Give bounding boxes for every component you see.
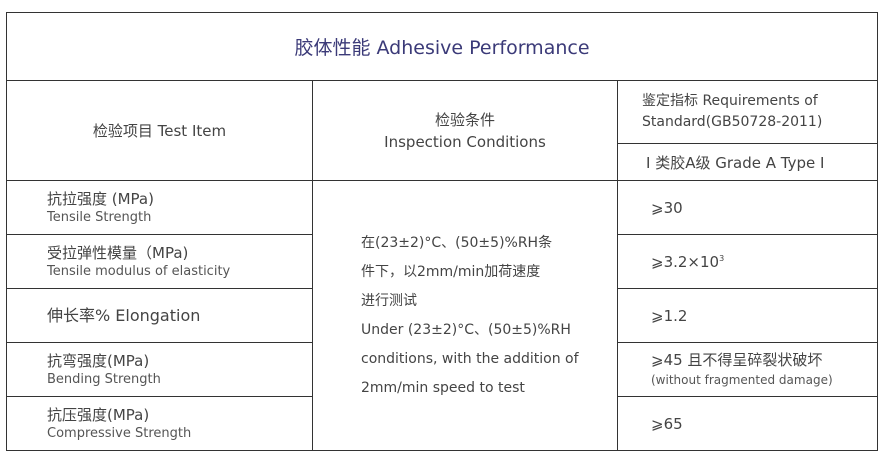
item-zh: 抗弯强度(MPa) xyxy=(47,351,150,370)
item-zh: 抗压强度(MPa) xyxy=(47,405,150,424)
value-note: (without fragmented damage) xyxy=(651,372,833,387)
value-base: ⩾3.2×10 xyxy=(651,252,720,271)
header-conditions: 检验条件 Inspection Conditions xyxy=(312,80,618,181)
item-en: Compressive Strength xyxy=(47,425,192,441)
item-zh: 抗拉强度 (MPa) xyxy=(47,189,154,208)
value-text: ⩾30 xyxy=(651,198,683,217)
item-zh: 伸长率% Elongation xyxy=(47,305,201,325)
header-test-item-text: 检验项目 Test Item xyxy=(92,121,227,140)
conditions-cell: 在(23±2)°C、(50±5)%RH条 件下，以2mm/min加荷速度 进行测… xyxy=(312,180,618,451)
header-conditions-en: Inspection Conditions xyxy=(384,132,546,151)
conditions-line: 进行测试 xyxy=(361,292,417,309)
table-title: 胶体性能 Adhesive Performance xyxy=(6,12,878,81)
row-value: ⩾65 xyxy=(617,396,878,451)
row-value: ⩾1.2 xyxy=(617,288,878,343)
header-standard: 鉴定指标 Requirements of Standard(GB50728-201… xyxy=(617,80,878,144)
value-text: ⩾3.2×103 xyxy=(651,253,877,271)
item-en: Tensile Strength xyxy=(47,209,152,225)
header-grade: Ⅰ 类胶A级 Grade A Type I xyxy=(617,143,878,181)
row-item: 抗压强度(MPa) Compressive Strength xyxy=(6,396,313,451)
row-value: ⩾3.2×103 xyxy=(617,234,878,289)
row-value: ⩾45 且不得呈碎裂状破坏 (without fragmented damage) xyxy=(617,342,878,397)
conditions-line: 件下，以2mm/min加荷速度 xyxy=(361,263,541,280)
row-value: ⩾30 xyxy=(617,180,878,235)
conditions-line: 在(23±2)°C、(50±5)%RH条 xyxy=(361,234,553,251)
item-en: Tensile modulus of elasticity xyxy=(47,263,231,279)
row-item: 伸长率% Elongation xyxy=(6,288,313,343)
header-test-item: 检验项目 Test Item xyxy=(6,80,313,181)
item-zh: 受拉弹性模量（MPa) xyxy=(47,243,189,262)
conditions-line: Under (23±2)°C、(50±5)%RH xyxy=(361,321,571,338)
header-standard-line2: Standard(GB50728-2011) xyxy=(642,114,823,130)
row-item: 抗拉强度 (MPa) Tensile Strength xyxy=(6,180,313,235)
row-item: 抗弯强度(MPa) Bending Strength xyxy=(6,342,313,397)
header-grade-text: Ⅰ 类胶A级 Grade A Type I xyxy=(646,153,825,172)
title-text: 胶体性能 Adhesive Performance xyxy=(294,37,590,59)
header-standard-line1: 鉴定指标 Requirements of xyxy=(642,93,818,109)
row-item: 受拉弹性模量（MPa) Tensile modulus of elasticity xyxy=(6,234,313,289)
value-exponent: 3 xyxy=(719,253,725,263)
value-text: ⩾65 xyxy=(651,414,683,433)
header-conditions-zh: 检验条件 xyxy=(434,110,495,129)
conditions-line: conditions, with the addition of xyxy=(361,350,579,367)
value-text: ⩾45 且不得呈碎裂状破坏 xyxy=(651,350,823,369)
value-text: ⩾1.2 xyxy=(651,306,688,325)
item-en: Bending Strength xyxy=(47,371,161,387)
conditions-line: 2mm/min speed to test xyxy=(361,379,525,396)
